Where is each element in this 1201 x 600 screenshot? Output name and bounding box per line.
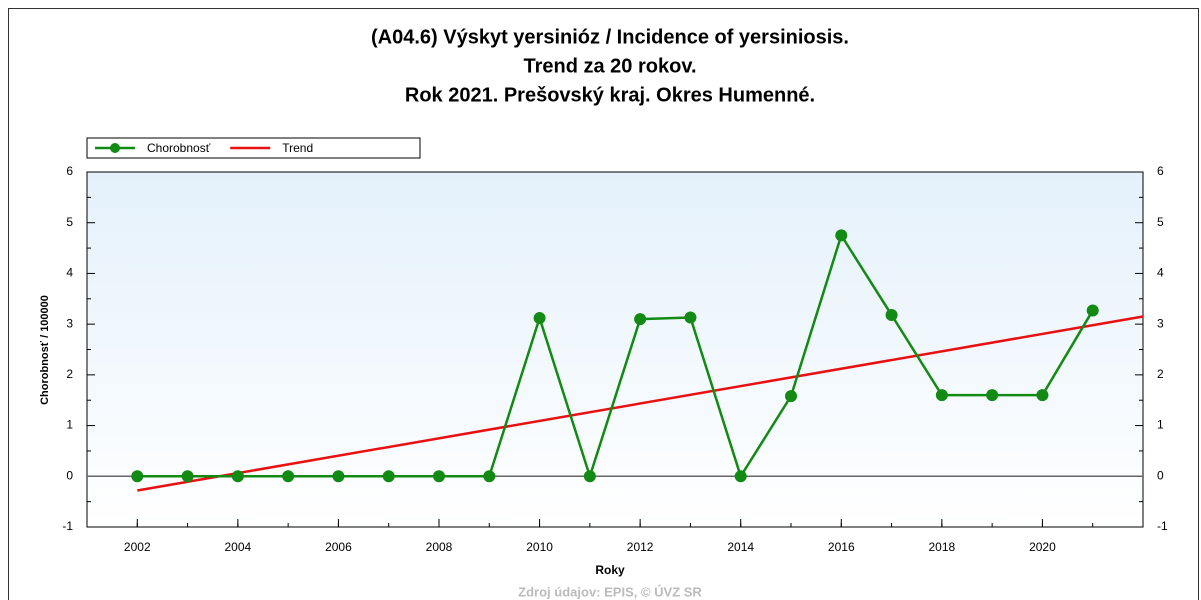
source-note: Zdroj údajov: EPIS, © ÚVZ SR [518,584,702,599]
series-line [137,315,1144,492]
data-point [231,470,244,483]
data-point [885,309,898,322]
legend-label: Trend [282,141,313,155]
frame [8,8,1199,600]
chart-title: (A04.6) Výskyt yersinióz / Incidence of … [371,26,849,48]
x-tick-label: 2016 [828,540,855,554]
y2-tick-label: 4 [1157,266,1164,280]
y-tick-label: 1 [66,418,73,432]
x-tick-label: 2020 [1029,540,1056,554]
chart-title: Rok 2021. Prešovský kraj. Okres Humenné. [405,84,815,106]
y-tick-label: 6 [66,164,73,178]
x-tick-label: 2010 [526,540,553,554]
data-point [282,470,295,483]
x-tick-label: 2006 [325,540,352,554]
y2-tick-label: 2 [1157,367,1164,381]
data-point [986,389,999,402]
y-tick-label: 3 [66,316,73,330]
y-tick-label: 0 [66,468,73,482]
legend-label: Chorobnosť [147,141,211,155]
y2-tick-label: 0 [1157,468,1164,482]
series-line [137,232,1094,481]
y2-tick-label: 3 [1157,316,1164,330]
plot-area [86,171,1144,528]
legend-marker [110,143,120,153]
x-tick-label: 2018 [929,540,956,554]
x-tick-label: 2008 [426,540,453,554]
data-point [483,470,496,483]
y2-tick-label: 1 [1157,418,1164,432]
data-point [1086,304,1099,317]
data-point [734,470,747,483]
data-point [634,313,647,326]
y-axis-label: Chorobnosť / 100000 [39,295,51,405]
data-point [181,470,194,483]
data-point [583,470,596,483]
y2-tick-label: 5 [1157,215,1164,229]
x-tick-label: 2002 [124,540,151,554]
y-tick-label: 4 [66,266,73,280]
x-axis-label: Roky [595,563,625,577]
data-point [1036,389,1049,402]
data-point [684,311,697,324]
data-point [382,470,395,483]
data-point [785,390,797,403]
y2-tick-label: 6 [1157,164,1164,178]
data-point [332,470,345,483]
data-point [533,312,546,325]
y2-tick-label: -1 [1157,519,1168,533]
chart-title: Trend za 20 rokov. [523,55,696,77]
y-tick-label: -1 [62,519,73,533]
x-tick-label: 2014 [727,540,754,554]
data-point [935,389,948,402]
data-point [433,470,445,483]
data-point [131,470,144,483]
data-point [835,229,848,242]
x-tick-label: 2012 [627,540,654,554]
x-tick-label: 2004 [225,540,252,554]
y-tick-label: 2 [66,367,73,381]
y-tick-label: 5 [66,215,73,229]
